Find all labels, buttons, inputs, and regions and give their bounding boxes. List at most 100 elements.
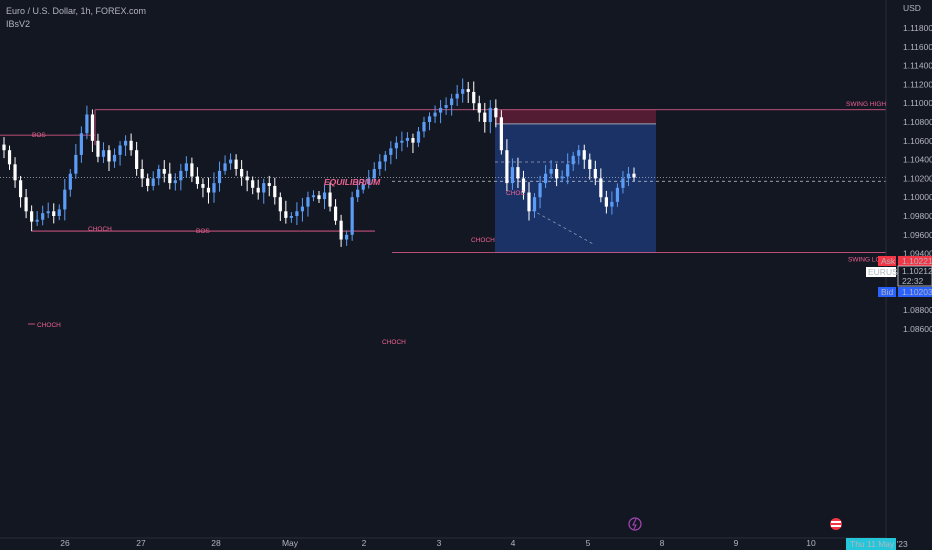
candle-body [433, 112, 437, 117]
price-tick: 1.10400 [903, 155, 932, 165]
symbol-tag[interactable] [866, 267, 896, 277]
time-tick: 2 [362, 538, 367, 548]
indicator-label[interactable]: IBsV2 [6, 19, 31, 29]
price-tick: 1.11800 [903, 23, 932, 33]
swing-low-label: SWING LOW [848, 257, 888, 264]
price-tick: 1.10200 [903, 173, 932, 183]
price-tick: 1.11400 [903, 61, 932, 71]
candle-body [46, 211, 50, 214]
price-tick: 1.10800 [903, 117, 932, 127]
candle-body [57, 209, 61, 216]
candle-body [223, 163, 227, 171]
candle-body [112, 154, 117, 162]
candle-body [577, 150, 581, 156]
candle-body [129, 140, 133, 151]
bid-label: Bid [881, 287, 894, 297]
candle-body [356, 189, 360, 198]
candle-body [345, 234, 349, 240]
ask-value-tag[interactable] [898, 256, 932, 266]
candle-body [483, 112, 487, 122]
candle-body [621, 178, 625, 188]
choch-label-4: CHOCH [471, 237, 495, 244]
candle-body [201, 184, 205, 188]
candle-body [300, 206, 305, 212]
candle-body [505, 150, 509, 184]
candle-body [251, 180, 255, 188]
ask-tag[interactable] [878, 256, 896, 266]
currency-label: USD [903, 3, 921, 13]
candle-body [123, 140, 128, 146]
candle-body [245, 176, 249, 181]
candle-body [190, 163, 194, 177]
candle-body [527, 192, 531, 212]
ask-label: Ask [881, 256, 896, 266]
candle-body [52, 211, 56, 216]
candle-body [173, 180, 177, 184]
price-tick: 1.09400 [903, 249, 932, 259]
candle-body [151, 178, 155, 186]
candle-body [107, 150, 111, 162]
candle-body [30, 211, 34, 222]
candle-body [566, 164, 570, 177]
price-tick: 1.09600 [903, 230, 932, 240]
price-tick: 1.11600 [903, 42, 932, 52]
candle-body [416, 131, 421, 143]
stop-loss-zone[interactable] [495, 109, 656, 124]
candle-body [367, 178, 371, 185]
candle-body [79, 133, 83, 155]
bid-tag[interactable] [878, 287, 896, 297]
candle-body [90, 114, 95, 141]
candles [2, 78, 636, 247]
bos-lower-label: BOS [196, 228, 210, 235]
candle-body [168, 173, 172, 184]
time-tick: 27 [136, 538, 146, 548]
candle-body [610, 201, 614, 207]
candle-body [24, 197, 28, 212]
take-profit-zone[interactable] [495, 123, 656, 253]
candle-body [317, 195, 321, 200]
candle-body [555, 169, 559, 179]
candle-body [372, 169, 376, 179]
candle-body [206, 187, 211, 193]
candle-body [422, 122, 426, 132]
candle-body [532, 197, 537, 212]
candle-body [74, 154, 78, 174]
candle-body [217, 170, 222, 184]
candle-body [240, 169, 244, 177]
bid-value-tag[interactable] [898, 287, 932, 297]
candle-body [543, 173, 548, 184]
candle-body [118, 145, 122, 155]
candle-body [179, 170, 183, 181]
us-flag-event-icon[interactable] [830, 518, 842, 530]
candle-body [477, 103, 481, 113]
candle-body [68, 173, 72, 190]
candle-body [85, 114, 89, 134]
time-tick: 28 [211, 538, 221, 548]
candle-body [140, 169, 144, 179]
candle-body [212, 183, 216, 193]
candle-body [632, 173, 636, 178]
candle-body [35, 219, 39, 222]
candle-body [499, 117, 503, 151]
last-price-tag[interactable] [897, 265, 932, 287]
candle-body [333, 206, 338, 221]
symbol-title[interactable]: Euro / U.S. Dollar, 1h, FOREX.com [6, 6, 147, 16]
candle-body [328, 192, 332, 207]
last-price-value: 1.10212 [902, 266, 932, 276]
candle-body [228, 159, 233, 164]
lightning-event-icon[interactable] [628, 517, 642, 531]
time-tick: 4 [511, 538, 516, 548]
candle-body [101, 150, 106, 157]
candle-body [350, 197, 354, 235]
candle-body [256, 187, 260, 193]
candle-body [472, 91, 476, 104]
candle-body [521, 178, 526, 193]
symbol-tag-label: EURUSD [868, 267, 904, 277]
candle-body [13, 164, 17, 181]
time-tick: 3 [437, 538, 442, 548]
time-tick: 26 [60, 538, 70, 548]
swing-high-label: SWING HIGH [846, 101, 886, 108]
candle-body [267, 183, 271, 186]
